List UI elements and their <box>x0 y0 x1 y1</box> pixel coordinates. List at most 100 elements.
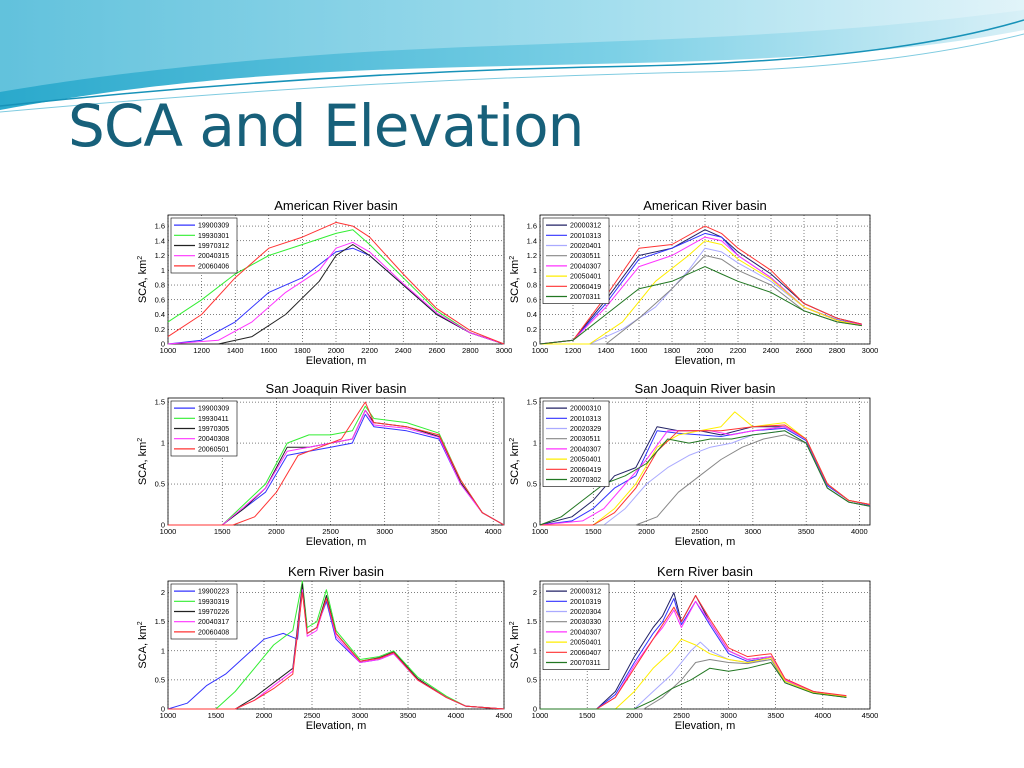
legend-label: 19900309 <box>198 223 229 230</box>
legend-box <box>542 583 610 670</box>
y-tick-label: 1.4 <box>527 236 537 245</box>
legend-label: 20040307 <box>570 263 601 270</box>
chart-panel-5: 1000 1500 2000 2500 3000 3500 4000 4500 0 0.5 1 1.5… <box>137 564 512 732</box>
legend-label: 19900223 <box>198 589 229 596</box>
x-tick-label: 1000 <box>532 346 549 355</box>
x-tick-label: 3500 <box>400 711 417 720</box>
x-tick-label: 1400 <box>598 346 615 355</box>
legend-label: 20070311 <box>570 294 601 301</box>
x-tick-label: 2400 <box>395 346 412 355</box>
legend-label: 20050401 <box>570 640 601 647</box>
y-tick-label: 1 <box>533 646 537 655</box>
x-tick-label: 1000 <box>532 527 549 536</box>
x-tick-label: 3500 <box>431 527 448 536</box>
x-tick-label: 2800 <box>462 346 479 355</box>
y-tick-label: 0.2 <box>527 325 537 334</box>
legend-label: 20060419 <box>570 467 601 474</box>
x-tick-label: 1500 <box>214 527 231 536</box>
x-tick-label: 1000 <box>532 711 549 720</box>
legend-label: 20060406 <box>198 263 229 270</box>
y-axis-label-superscript: 2 <box>137 438 144 442</box>
y-axis-label-superscript: 2 <box>509 438 516 442</box>
y-tick-label: 0.4 <box>155 310 165 319</box>
x-tick-label: 3500 <box>767 711 784 720</box>
y-tick-label: 1 <box>161 439 165 448</box>
x-tick-label: 3500 <box>798 527 815 536</box>
y-tick-label: 0 <box>161 705 165 714</box>
legend-label: 20000310 <box>570 406 601 413</box>
series-line-19970312 <box>168 244 505 345</box>
legend-label: 20040307 <box>570 629 601 636</box>
chart-grid: 1000 1200 1400 1600 1800 2000 2200 2400 2600 2800… <box>137 198 878 732</box>
series-line-20060501 <box>168 401 505 526</box>
x-axis-label: Elevation, m <box>675 355 736 367</box>
legend-label: 19930411 <box>198 416 229 423</box>
x-tick-label: 2000 <box>638 527 655 536</box>
x-tick-label: 1800 <box>294 346 311 355</box>
y-axis-label-superscript: 2 <box>509 256 516 260</box>
chart-panel-2: 1000 1200 1400 1600 1800 2000 2200 2400 2600 2800… <box>509 198 878 367</box>
legend-label: 20030511 <box>570 253 601 260</box>
chart-panel-6: 1000 1500 2000 2500 3000 3500 4000 4500 0 0.5 1 1.5… <box>509 564 878 732</box>
series-line-20040308 <box>168 409 505 526</box>
x-tick-label: 3000 <box>745 527 762 536</box>
y-tick-label: 1.4 <box>155 236 165 245</box>
legend-label: 20040308 <box>198 436 229 443</box>
y-tick-label: 0 <box>533 340 537 349</box>
y-tick-label: 1.6 <box>155 222 165 231</box>
legend-label: 20060407 <box>570 650 601 657</box>
x-tick-label: 4000 <box>815 711 832 720</box>
y-tick-label: 0.6 <box>155 295 165 304</box>
y-axis-label: SCA, km2 <box>137 621 149 668</box>
slide-title: SCA and Elevation <box>68 92 584 160</box>
x-tick-label: 1800 <box>664 346 681 355</box>
legend-label: 20000312 <box>570 589 601 596</box>
x-tick-label: 1200 <box>193 346 210 355</box>
legend-label: 20060501 <box>198 446 229 453</box>
y-tick-label: 0.5 <box>155 480 165 489</box>
y-tick-label: 1.5 <box>527 398 537 407</box>
chart-title: American River basin <box>643 198 767 213</box>
legend-label: 20030511 <box>570 436 601 443</box>
y-axis-label-superscript: 2 <box>509 621 516 625</box>
legend-label: 20000312 <box>570 223 601 230</box>
series-line-20070302 <box>539 430 871 526</box>
y-tick-label: 1.5 <box>155 617 165 626</box>
x-tick-label: 1200 <box>565 346 582 355</box>
x-tick-label: 4000 <box>485 527 502 536</box>
x-tick-label: 2000 <box>697 346 714 355</box>
series-line-20050401 <box>540 638 847 710</box>
x-tick-label: 2000 <box>256 711 273 720</box>
x-axis-label: Elevation, m <box>675 536 736 548</box>
x-tick-label: 2600 <box>796 346 813 355</box>
y-tick-label: 0.8 <box>155 281 165 290</box>
x-axis-label: Elevation, m <box>306 355 367 367</box>
series-line-20010313 <box>539 427 871 526</box>
x-tick-label: 3000 <box>496 346 513 355</box>
series-line-20060406 <box>167 221 505 345</box>
y-tick-label: 0 <box>533 705 537 714</box>
x-tick-label: 3000 <box>720 711 737 720</box>
legend-label: 20060419 <box>570 284 601 291</box>
x-tick-label: 2400 <box>763 346 780 355</box>
x-tick-label: 1600 <box>260 346 277 355</box>
y-axis-label: SCA, km2 <box>509 438 521 485</box>
x-tick-label: 2800 <box>829 346 846 355</box>
x-tick-label: 1000 <box>160 711 177 720</box>
series-line-20040307 <box>540 600 847 710</box>
y-tick-label: 0.5 <box>527 480 537 489</box>
legend-label: 19900309 <box>198 406 229 413</box>
y-tick-label: 0.5 <box>527 675 537 684</box>
y-tick-label: 1 <box>161 646 165 655</box>
legend-label: 20020401 <box>570 243 601 250</box>
series-line-20060407 <box>540 595 847 710</box>
y-tick-label: 1 <box>533 439 537 448</box>
x-tick-label: 2500 <box>691 527 708 536</box>
y-tick-label: 2 <box>533 588 537 597</box>
y-tick-label: 0 <box>161 340 165 349</box>
legend-label: 20010319 <box>570 599 601 606</box>
legend-box <box>542 400 610 487</box>
chart-panel-1: 1000 1200 1400 1600 1800 2000 2200 2400 2600 2800… <box>137 198 512 367</box>
series-line-20070311 <box>539 266 862 345</box>
y-axis-label-superscript: 2 <box>137 621 144 625</box>
